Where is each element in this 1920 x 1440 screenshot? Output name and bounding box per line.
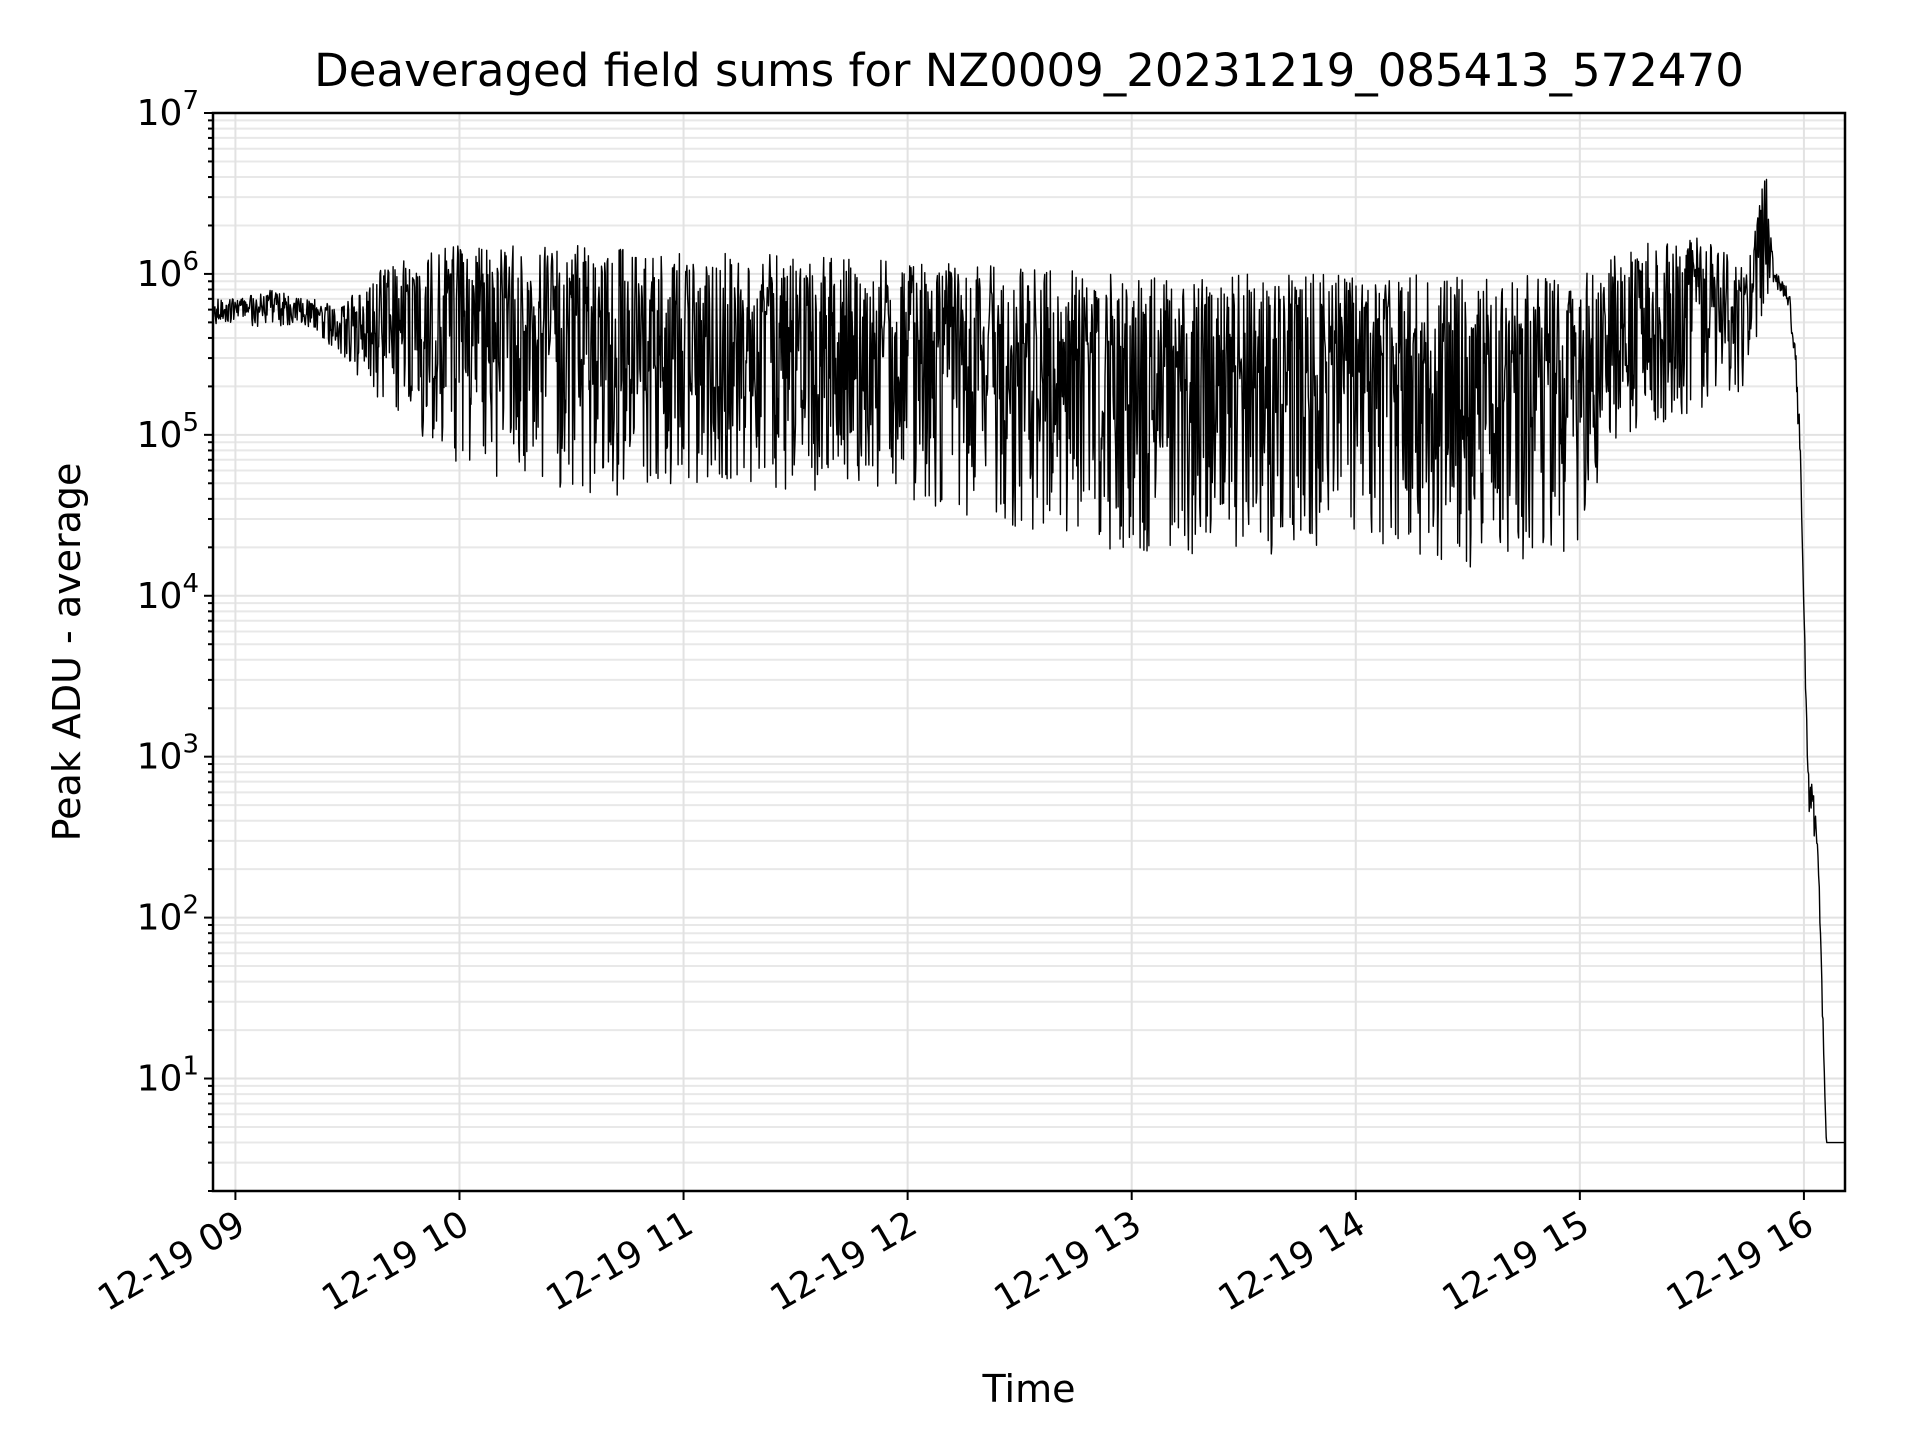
plot-area bbox=[212, 178, 1846, 1144]
plot-frame bbox=[211, 111, 1847, 1193]
x-axis-label: Time bbox=[982, 1367, 1076, 1411]
y-tick-label: 106 bbox=[137, 247, 199, 295]
y-axis-label: Peak ADU - average bbox=[45, 463, 89, 842]
chart-title: Deaveraged field sums for NZ0009_2023121… bbox=[314, 44, 1744, 97]
y-tick-label: 101 bbox=[137, 1052, 199, 1100]
y-tick-label: 107 bbox=[137, 86, 199, 134]
y-tick-label: 105 bbox=[137, 408, 199, 456]
y-tick-label: 103 bbox=[137, 730, 199, 778]
y-tick-label: 102 bbox=[137, 891, 199, 939]
y-tick-label: 104 bbox=[137, 569, 199, 617]
series-line-0 bbox=[212, 178, 1846, 1144]
